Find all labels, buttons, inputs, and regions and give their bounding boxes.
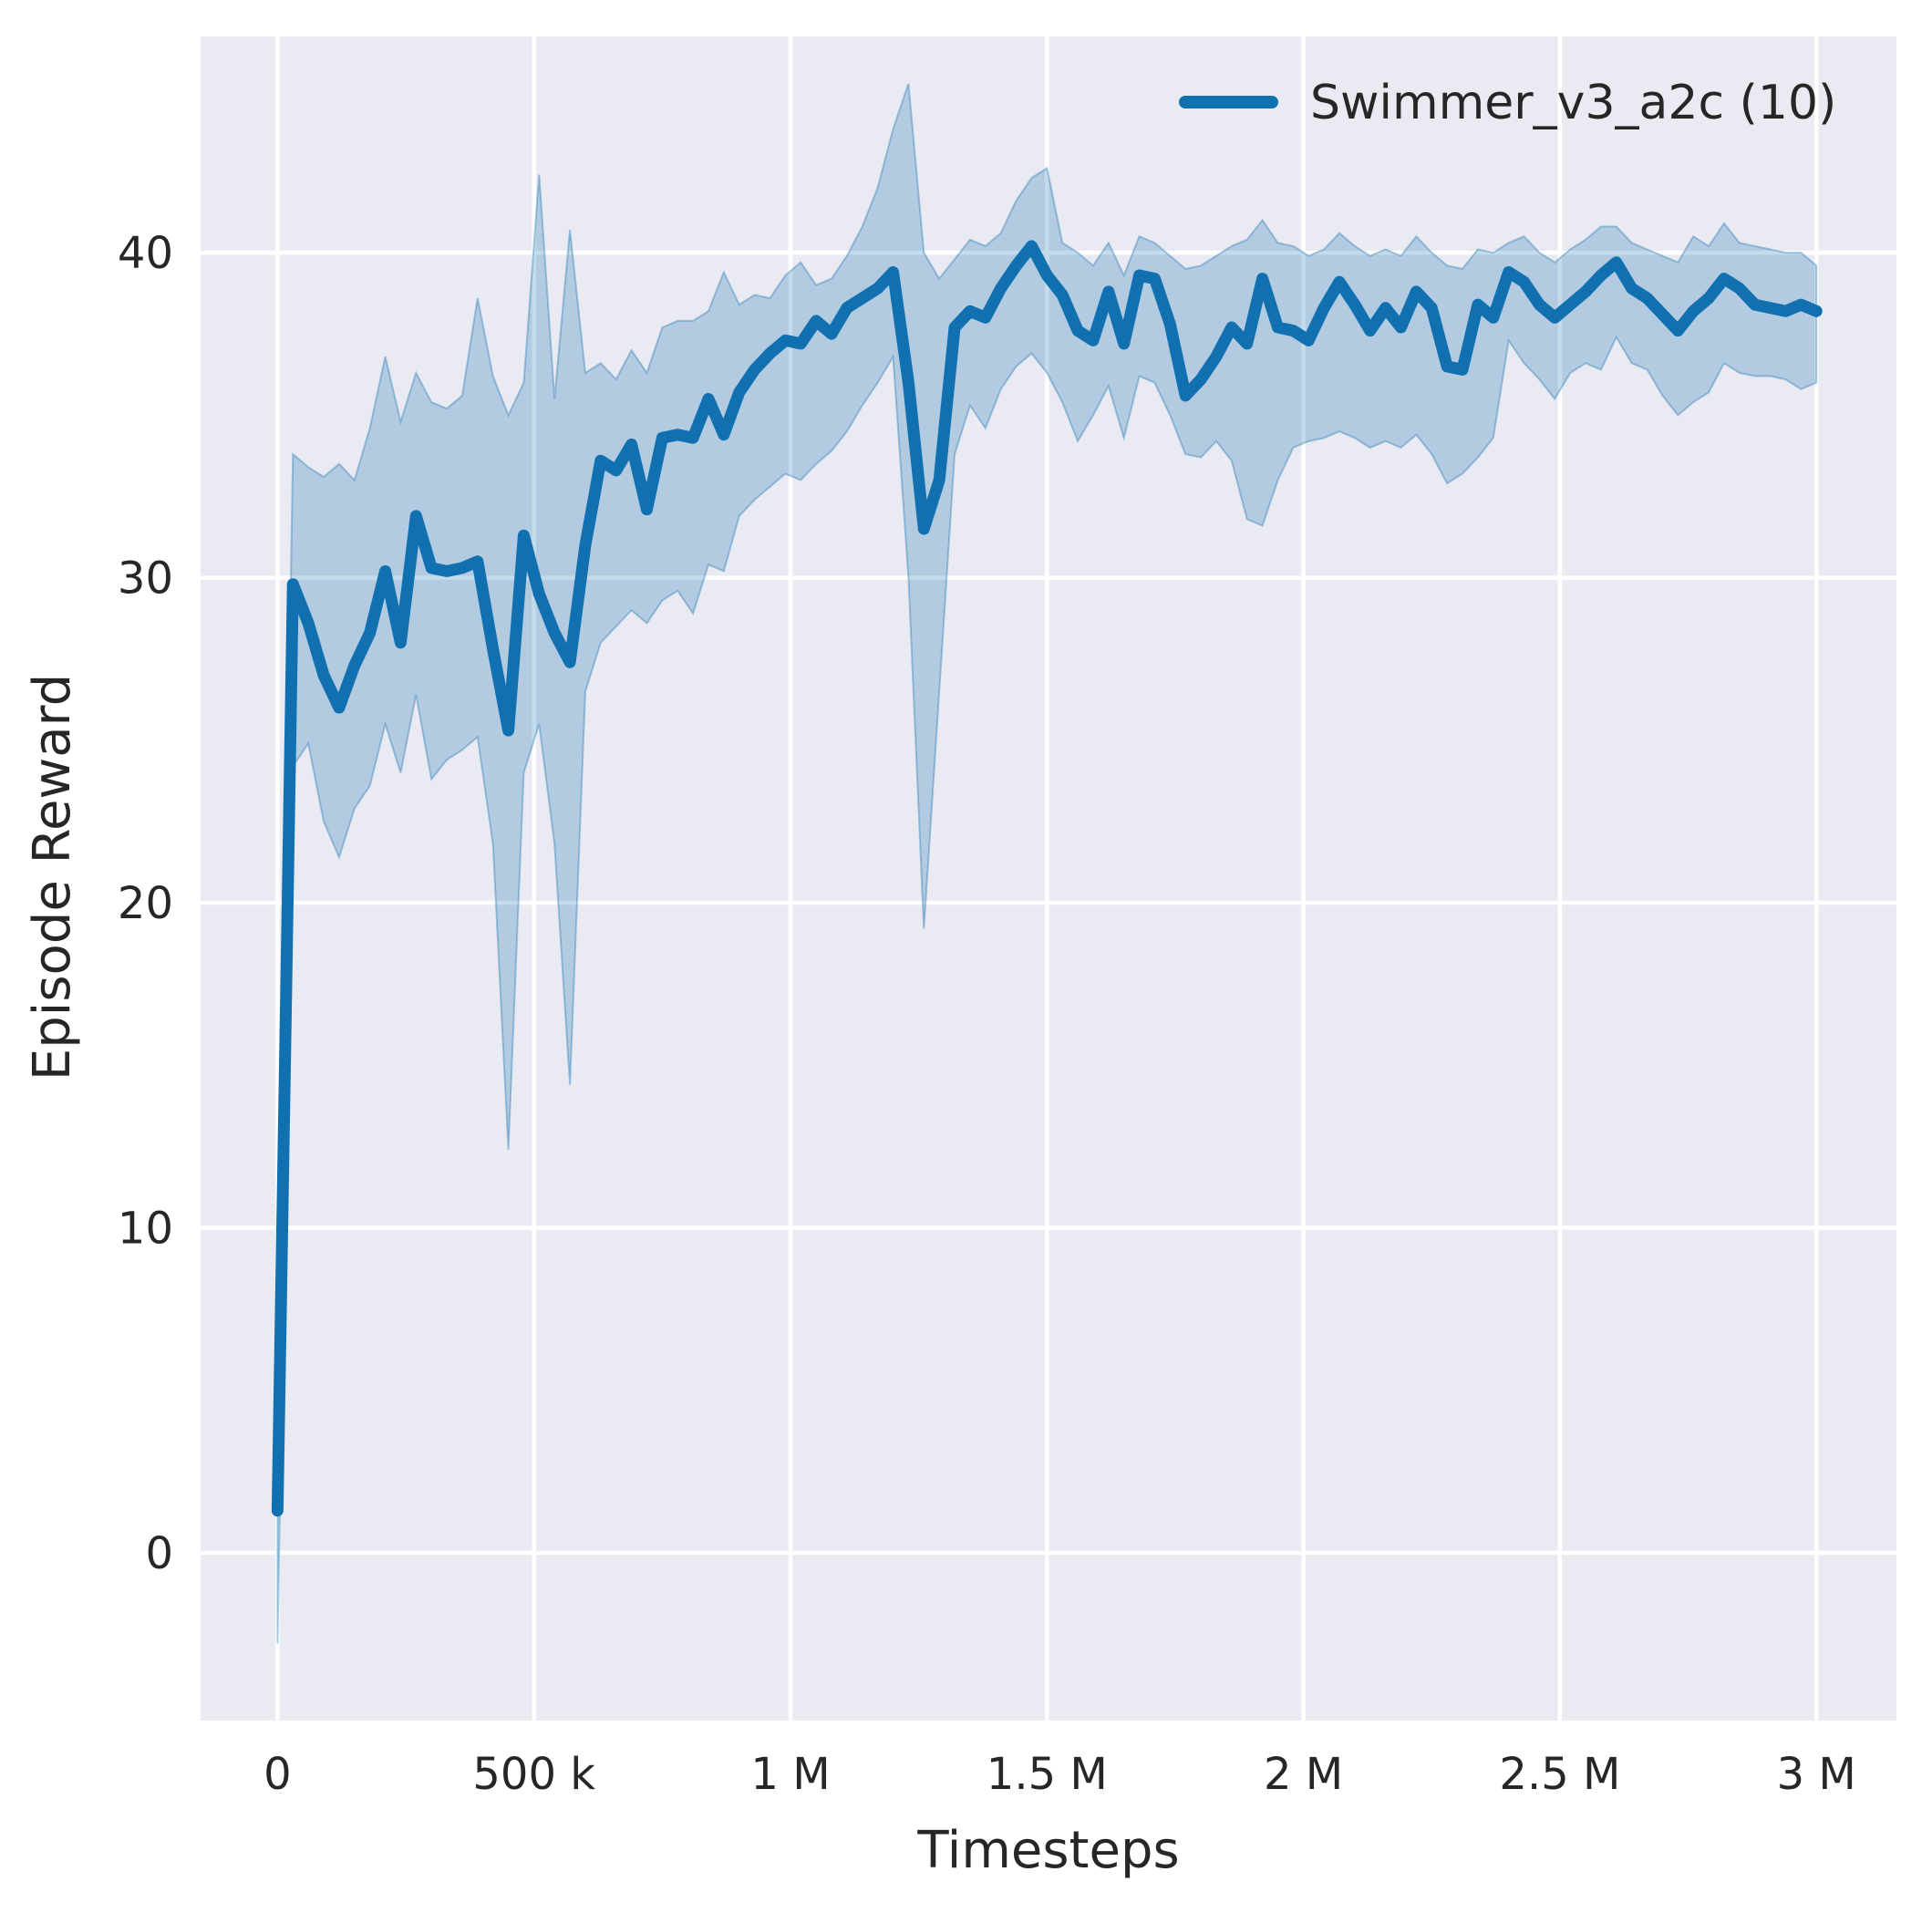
x-tick-labels: 0 500 k 1 M 1.5 M 2 M 2.5 M 3 M <box>263 1749 1856 1800</box>
y-tick-label: 0 <box>145 1528 173 1579</box>
x-axis-title: Timesteps <box>916 1821 1179 1880</box>
mean-reward-line <box>271 240 1823 1517</box>
legend-label: Swimmer_v3_a2c (10) <box>1310 76 1836 130</box>
y-tick-label: 10 <box>118 1204 173 1255</box>
x-tick-label: 3 M <box>1777 1749 1856 1800</box>
x-tick-label: 0 <box>263 1749 292 1800</box>
x-tick-label: 1 M <box>750 1749 830 1800</box>
series-line <box>271 240 1823 1517</box>
x-tick-label: 1.5 M <box>987 1749 1108 1800</box>
y-tick-label: 20 <box>118 878 173 929</box>
y-tick-label: 40 <box>118 228 173 279</box>
y-tick-labels: 0 10 20 30 40 <box>118 228 173 1579</box>
x-tick-label: 2.5 M <box>1499 1749 1620 1800</box>
confidence-band-area <box>276 83 1818 1644</box>
y-tick-label: 30 <box>118 553 173 605</box>
y-axis-title: Episode Reward <box>23 674 82 1081</box>
x-tick-label: 2 M <box>1264 1749 1343 1800</box>
confidence-band <box>276 83 1818 1644</box>
x-tick-label: 500 k <box>472 1749 595 1800</box>
grid-lines <box>201 36 1896 1721</box>
legend: Swimmer_v3_a2c (10) <box>1179 76 1836 130</box>
